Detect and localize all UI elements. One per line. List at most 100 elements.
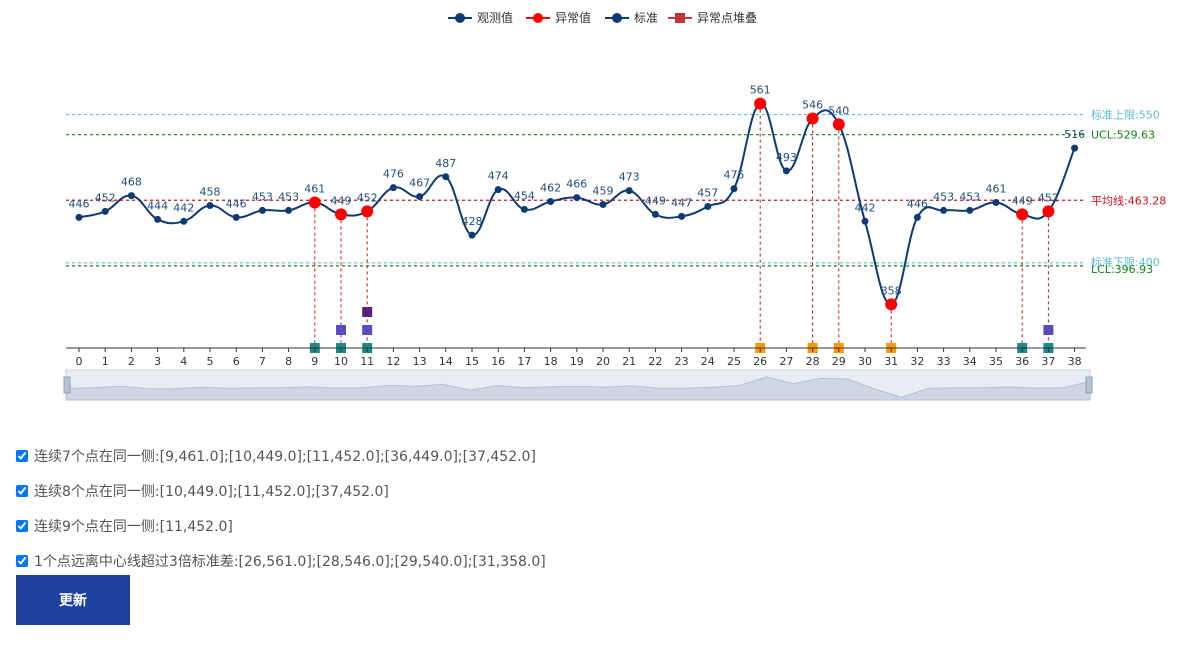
x-tick-label: 29 [832, 355, 846, 368]
data-label: 442 [855, 201, 876, 214]
x-tick-label: 26 [753, 355, 767, 368]
observation-point [861, 217, 869, 225]
legend-marker [612, 13, 622, 23]
observation-point [232, 213, 240, 221]
observation-point [468, 231, 476, 239]
observation-point [1071, 144, 1079, 152]
x-tick-label: 9 [311, 355, 318, 368]
x-tick-label: 11 [360, 355, 374, 368]
data-label: 457 [697, 186, 718, 199]
x-tick-label: 20 [596, 355, 610, 368]
observation-series-line [78, 102, 1076, 306]
anomaly-point [361, 205, 374, 218]
data-label: 461 [304, 183, 325, 196]
data-label: 476 [383, 168, 404, 181]
reference-line-label: 标准下限:400 [1091, 255, 1160, 269]
data-label: 452 [95, 191, 116, 204]
data-label: 452 [357, 191, 378, 204]
anomaly-stack-marker [1043, 325, 1054, 335]
data-label: 454 [514, 189, 535, 202]
x-tick-label: 25 [727, 355, 741, 368]
x-tick-label: 34 [963, 355, 977, 368]
x-tick-label: 3 [154, 355, 161, 368]
data-label: 428 [462, 215, 483, 228]
x-tick-label: 2 [128, 355, 135, 368]
anomaly-point [1016, 208, 1029, 221]
data-zoom-handle-left[interactable] [63, 376, 71, 394]
data-label: 462 [540, 182, 561, 195]
legend-label: 观测值 [477, 10, 513, 25]
anomaly-point [754, 97, 767, 110]
x-tick-label: 22 [648, 355, 662, 368]
rule-label: 连续9个点在同一侧:[11,452.0] [34, 518, 233, 535]
data-label: 466 [566, 178, 587, 191]
observation-point [966, 206, 974, 214]
data-label: 453 [278, 190, 299, 203]
reference-line-label: UCL:529.63 [1091, 129, 1155, 142]
data-label: 453 [252, 190, 273, 203]
anomaly-stack-marker [362, 325, 373, 335]
x-tick-label: 15 [465, 355, 479, 368]
rule-checkbox[interactable] [16, 484, 28, 497]
rule-row[interactable]: 连续7个点在同一侧:[9,461.0];[10,449.0];[11,452.0… [16, 438, 546, 473]
x-tick-label: 1 [102, 355, 109, 368]
data-label: 442 [173, 201, 194, 214]
rule-checkbox[interactable] [16, 449, 28, 462]
observation-point [180, 217, 188, 225]
legend-label: 异常点堆叠 [697, 11, 757, 25]
observation-point [730, 185, 738, 193]
data-label: 449 [645, 194, 666, 207]
data-label: 468 [121, 176, 142, 189]
x-tick-label: 19 [570, 355, 584, 368]
observation-point [75, 213, 83, 221]
data-label: 453 [933, 190, 954, 203]
observation-point [940, 206, 948, 214]
rule-row[interactable]: 连续8个点在同一侧:[10,449.0];[11,452.0];[37,452.… [16, 473, 546, 508]
x-tick-label: 8 [285, 355, 292, 368]
reference-line-label: LCL:396.93 [1091, 263, 1153, 276]
anomaly-stack-marker [362, 307, 373, 317]
x-tick-label: 36 [1015, 355, 1029, 368]
data-label: 493 [776, 151, 797, 164]
rule-checkbox[interactable] [16, 554, 28, 567]
anomaly-stack-marker [336, 325, 346, 335]
data-label: 461 [986, 183, 1007, 196]
x-tick-label: 10 [334, 355, 348, 368]
x-tick-label: 31 [884, 355, 898, 368]
x-tick-label: 7 [259, 355, 266, 368]
rule-row[interactable]: 1个点远离中心线超过3倍标准差:[26,561.0];[28,546.0];[2… [16, 543, 546, 578]
observation-point [599, 200, 607, 208]
x-tick-label: 21 [622, 355, 636, 368]
observation-point [416, 193, 424, 201]
update-button[interactable]: 更新 [16, 575, 130, 625]
x-tick-label: 6 [233, 355, 240, 368]
rule-checkbox[interactable] [16, 519, 28, 532]
data-label: 459 [593, 184, 614, 197]
anomaly-point [1042, 205, 1055, 218]
data-zoom-preview [65, 376, 1091, 401]
x-tick-label: 32 [910, 355, 924, 368]
observation-point [389, 184, 397, 192]
x-tick-label: 24 [701, 355, 715, 368]
rule-row[interactable]: 连续9个点在同一侧:[11,452.0] [16, 508, 546, 543]
observation-point [678, 212, 686, 220]
x-tick-label: 38 [1068, 355, 1082, 368]
data-zoom-handle-right[interactable] [1085, 376, 1093, 394]
x-tick-label: 14 [439, 355, 453, 368]
x-tick-label: 17 [517, 355, 531, 368]
observation-point [704, 202, 712, 210]
observation-point [782, 167, 790, 175]
data-label: 446 [226, 197, 247, 210]
x-tick-label: 5 [207, 355, 214, 368]
observation-point [913, 213, 921, 221]
x-tick-label: 33 [937, 355, 951, 368]
data-label: 358 [881, 284, 902, 297]
anomaly-point [308, 196, 321, 209]
data-label: 546 [802, 98, 823, 111]
anomaly-point [832, 118, 845, 131]
data-label: 452 [1038, 191, 1059, 204]
data-label: 561 [750, 84, 771, 97]
reference-line-label: 标准上限:550 [1091, 108, 1160, 122]
x-tick-label: 30 [858, 355, 872, 368]
